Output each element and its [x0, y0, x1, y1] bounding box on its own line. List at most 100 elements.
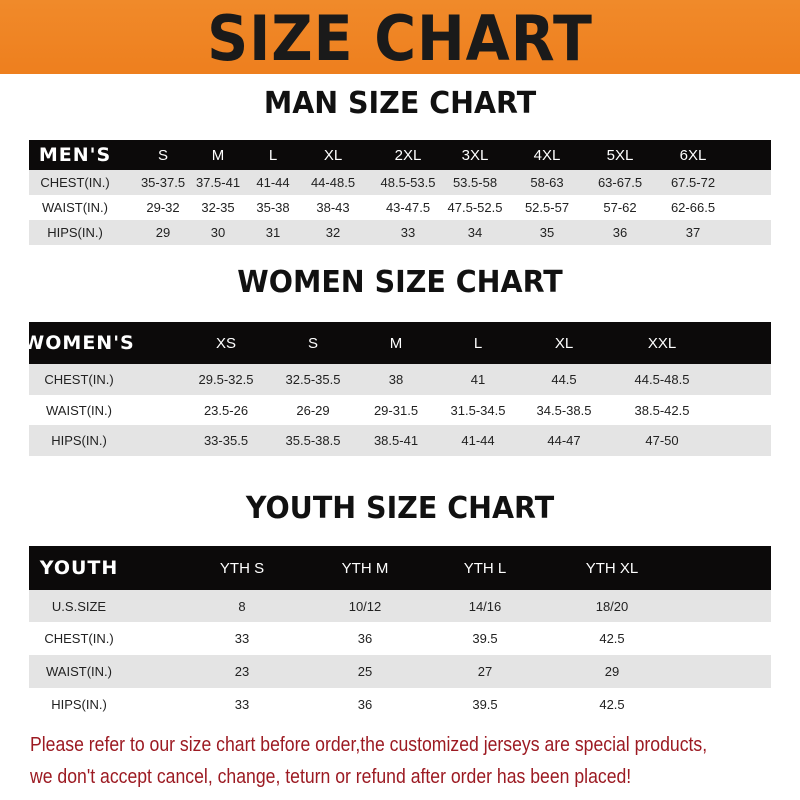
table-cell: 32-35 — [201, 200, 235, 215]
table-row: WAIST(IN.) 29-32 32-35 35-38 38-43 43-47.5 47.… — [29, 195, 771, 220]
row-label: CHEST(IN.) — [40, 175, 110, 190]
table-cell: 67.5-72 — [670, 175, 716, 190]
table-cell: 23 — [234, 664, 250, 679]
table-cell: 33 — [400, 225, 416, 240]
table-cell: 35.5-38.5 — [285, 433, 341, 448]
table-cell: 58-63 — [530, 175, 564, 190]
table-cell: S — [157, 146, 169, 164]
row-label: HIPS(IN.) — [47, 225, 103, 240]
table-cell: 33 — [234, 631, 250, 646]
row-label: CHEST(IN.) — [44, 372, 114, 387]
table-cell: XS — [215, 334, 237, 352]
table-cell: 43-47.5 — [385, 200, 431, 215]
table-cell: 38-43 — [316, 200, 350, 215]
table-cell: S — [307, 334, 319, 352]
table-cell: 14/16 — [468, 598, 502, 614]
table-cell: 10/12 — [348, 598, 382, 614]
table-cell: 4XL — [533, 146, 561, 164]
table-cell: 41-44 — [461, 433, 495, 448]
table-row: U.S.SIZE 8 10/12 14/16 18/20 — [29, 590, 771, 622]
table-cell: 36 — [357, 631, 373, 646]
table-cell: 5XL — [606, 146, 634, 164]
table-cell: 6XL — [679, 146, 707, 164]
table-cell: 48.5-53.5 — [380, 175, 436, 190]
table-cell: L — [473, 334, 483, 352]
row-label: MEN'S — [38, 144, 112, 166]
table-row: HIPS(IN.) 29 30 31 32 33 34 35 36 37 — [29, 220, 771, 245]
youth-heading: YOUTH SIZE CHART — [245, 491, 555, 526]
table-cell: 39.5 — [472, 631, 498, 646]
table-cell: 29-31.5 — [373, 402, 419, 418]
table-cell: 23.5-26 — [203, 402, 249, 418]
row-label: U.S.SIZE — [51, 598, 107, 614]
table-cell: 35-37.5 — [140, 175, 186, 190]
table-cell: 37 — [685, 225, 701, 240]
table-cell: M — [211, 146, 225, 164]
table-cell: 62-66.5 — [670, 200, 716, 215]
table-cell: 32 — [325, 225, 341, 240]
table-cell: 38 — [388, 372, 404, 387]
table-cell: 35 — [539, 225, 555, 240]
table-cell: 42.5 — [599, 696, 625, 712]
table-cell: 47-50 — [645, 433, 679, 448]
row-label: WAIST(IN.) — [46, 664, 112, 679]
table-cell: YTH XL — [585, 559, 639, 577]
table-cell: 52.5-57 — [524, 200, 570, 215]
header-row: MEN'S S M L XL 2XL 3XL 4XL 5XL 6XL — [29, 140, 771, 170]
table-cell: 34 — [467, 225, 483, 240]
table-cell: 27 — [477, 664, 493, 679]
table-cell: 32.5-35.5 — [285, 372, 341, 387]
table-row: HIPS(IN.) 33 36 39.5 42.5 — [29, 688, 771, 720]
table-cell: YTH S — [219, 559, 265, 577]
table-cell: L — [268, 146, 278, 164]
table-cell: 25 — [357, 664, 373, 679]
table-cell: 18/20 — [595, 598, 629, 614]
table-cell: 38.5-41 — [373, 433, 419, 448]
row-label: YOUTH — [39, 557, 119, 579]
row-label: CHEST(IN.) — [44, 631, 114, 646]
table-cell: 44-47 — [547, 433, 581, 448]
table-cell: XL — [323, 146, 343, 164]
table-cell: 39.5 — [472, 696, 498, 712]
women-heading: WOMEN SIZE CHART — [237, 265, 563, 300]
policy-note-line-2: we don't accept cancel, change, teturn o… — [30, 765, 632, 788]
table-cell: YTH L — [463, 559, 507, 577]
table-cell: 63-67.5 — [597, 175, 643, 190]
table-cell: 53.5-58 — [452, 175, 498, 190]
table-cell: 8 — [238, 598, 246, 614]
table-cell: 26-29 — [296, 402, 330, 418]
table-cell: M — [389, 334, 403, 352]
table-cell: 44-48.5 — [310, 175, 356, 190]
table-row: WAIST(IN.) 23.5-26 26-29 29-31.5 31.5-34.5 34… — [29, 395, 771, 425]
table-cell: 41 — [470, 372, 486, 387]
table-cell: 29 — [155, 225, 171, 240]
banner: SIZE CHART — [0, 0, 800, 75]
table-cell: 33 — [234, 696, 250, 712]
row-label: HIPS(IN.) — [51, 433, 107, 448]
table-cell: 35-38 — [256, 200, 290, 215]
table-cell: 37.5-41 — [195, 175, 241, 190]
table-cell: 31.5-34.5 — [450, 402, 506, 418]
header-row: YOUTH YTH S YTH M YTH L YTH XL — [29, 546, 771, 590]
table-cell: XL — [554, 334, 574, 352]
table-cell: 29-32 — [146, 200, 180, 215]
table-cell: 41-44 — [256, 175, 290, 190]
table-cell: 36 — [612, 225, 628, 240]
men-heading: MAN SIZE CHART — [263, 86, 537, 121]
table-cell: 29.5-32.5 — [198, 372, 254, 387]
banner-title: SIZE CHART — [207, 2, 593, 75]
table-cell: 36 — [357, 696, 373, 712]
table-cell: 44.5 — [551, 372, 577, 387]
table-cell: 42.5 — [599, 631, 625, 646]
table-cell: 3XL — [461, 146, 489, 164]
policy-note-line-1: Please refer to our size chart before or… — [30, 733, 708, 756]
table-cell: 34.5-38.5 — [536, 402, 592, 418]
table-cell: YTH M — [341, 559, 389, 577]
table-cell: 2XL — [394, 146, 422, 164]
table-cell: 30 — [210, 225, 226, 240]
row-label: WOMEN'S — [23, 332, 135, 354]
table-row: CHEST(IN.) 35-37.5 37.5-41 41-44 44-48.5 48.5… — [29, 170, 771, 195]
table-cell: 44.5-48.5 — [634, 372, 690, 387]
table-cell: 33-35.5 — [203, 433, 249, 448]
table-row: WAIST(IN.) 23 25 27 29 — [29, 655, 771, 688]
